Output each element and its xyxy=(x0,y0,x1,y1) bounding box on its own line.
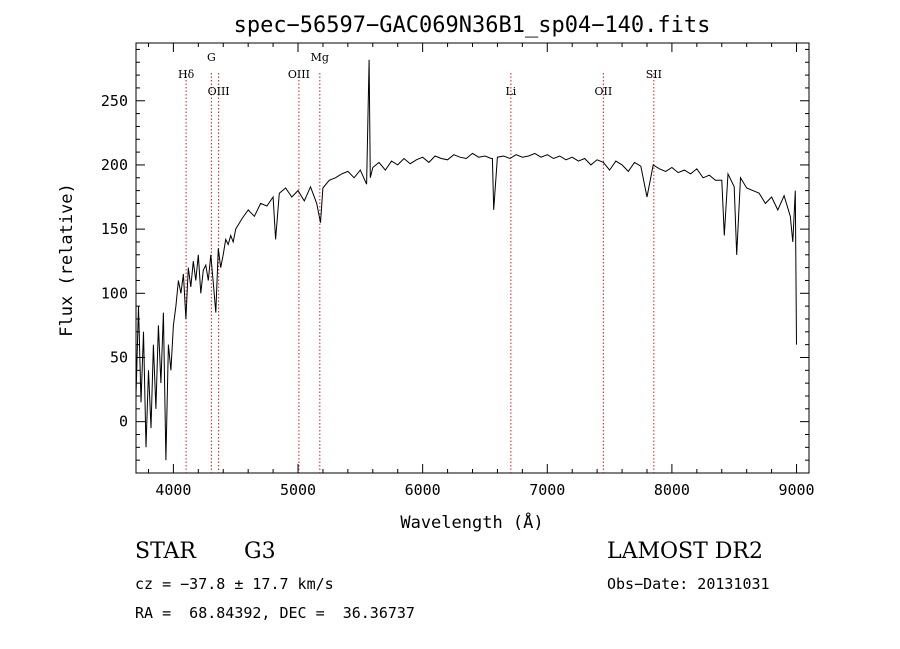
axis-ticks: 4000 5000 6000 7000 8000 9000 0 50 100 150 200 250 xyxy=(101,43,815,499)
spectrum-series-line xyxy=(135,59,797,461)
chart-title: spec−56597−GAC069N36B1_sp04−140.fits xyxy=(234,13,711,38)
sky-coordinates: RA = 68.84392, DEC = 36.36737 xyxy=(135,604,415,622)
x-axis-label: Wavelength (Å) xyxy=(400,511,543,533)
plot-frame xyxy=(135,42,810,474)
line-marker-label: Mg xyxy=(311,51,329,64)
y-tick-label: 100 xyxy=(101,284,128,302)
y-tick-label: 0 xyxy=(119,413,128,431)
y-tick-label: 250 xyxy=(101,92,128,110)
line-marker-label: Li xyxy=(505,85,516,98)
y-axis-label: Flux (relative) xyxy=(57,183,77,337)
survey-name: LAMOST DR2 xyxy=(607,539,763,564)
line-marker-label: OIII xyxy=(288,68,310,81)
x-tick-label: 6000 xyxy=(405,481,441,499)
line-marker-label: Hδ xyxy=(178,68,195,81)
object-class: STAR xyxy=(135,539,196,564)
redshift-velocity: cz = −37.8 ± 17.7 km/s xyxy=(135,575,334,593)
y-tick-label: 150 xyxy=(101,220,128,238)
line-marker-label: G xyxy=(207,51,216,64)
x-tick-label: 5000 xyxy=(280,481,316,499)
y-tick-label: 50 xyxy=(110,348,128,366)
y-tick-label: 200 xyxy=(101,156,128,174)
line-marker-label: SII xyxy=(646,68,662,81)
x-tick-label: 7000 xyxy=(529,481,565,499)
x-tick-label: 8000 xyxy=(654,481,690,499)
line-marker-label: OIII xyxy=(208,85,230,98)
line-marker-label: OII xyxy=(595,85,613,98)
object-subclass: G3 xyxy=(244,539,276,564)
x-tick-label: 9000 xyxy=(778,481,814,499)
x-tick-label: 4000 xyxy=(155,481,191,499)
observation-date: Obs−Date: 20131031 xyxy=(607,575,770,593)
